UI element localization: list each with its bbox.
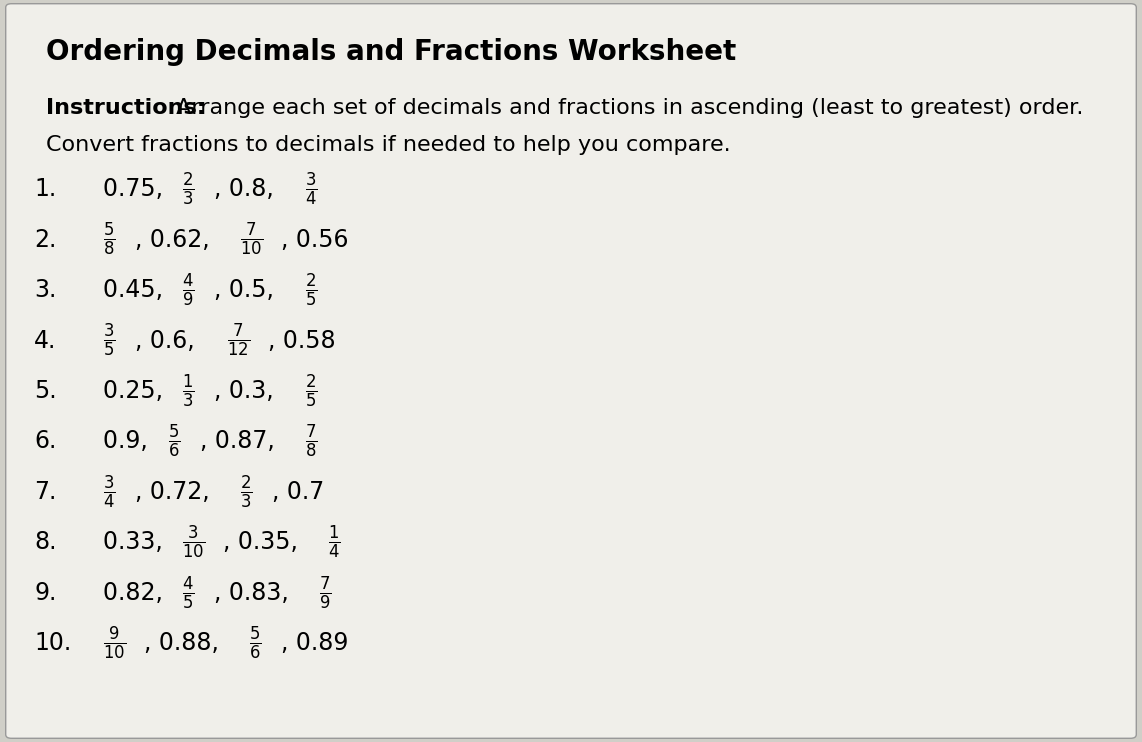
Text: $\frac{7}{10}$: $\frac{7}{10}$: [240, 221, 263, 258]
Text: $\frac{2}{5}$: $\frac{2}{5}$: [306, 372, 317, 410]
Text: , 0.8,: , 0.8,: [214, 177, 281, 201]
Text: , 0.83,: , 0.83,: [214, 581, 296, 605]
Text: 2.: 2.: [34, 228, 57, 252]
Text: $\frac{2}{5}$: $\frac{2}{5}$: [306, 272, 317, 309]
Text: , 0.56: , 0.56: [281, 228, 348, 252]
Text: $\frac{4}{9}$: $\frac{4}{9}$: [182, 272, 194, 309]
Text: $\frac{5}{6}$: $\frac{5}{6}$: [249, 625, 262, 662]
Text: , 0.89: , 0.89: [281, 631, 348, 655]
Text: 0.33,: 0.33,: [103, 531, 170, 554]
Text: , 0.72,: , 0.72,: [135, 480, 217, 504]
Text: $\frac{1}{3}$: $\frac{1}{3}$: [182, 372, 194, 410]
Text: $\frac{2}{3}$: $\frac{2}{3}$: [182, 171, 194, 208]
Text: $\frac{5}{8}$: $\frac{5}{8}$: [103, 221, 115, 258]
Text: 7.: 7.: [34, 480, 57, 504]
Text: 10.: 10.: [34, 631, 72, 655]
Text: $\frac{4}{5}$: $\frac{4}{5}$: [182, 574, 194, 611]
Text: 0.75,: 0.75,: [103, 177, 170, 201]
Text: , 0.87,: , 0.87,: [201, 430, 283, 453]
Text: $\frac{3}{10}$: $\frac{3}{10}$: [182, 524, 204, 561]
Text: $\frac{7}{12}$: $\frac{7}{12}$: [226, 322, 250, 359]
Text: 5.: 5.: [34, 379, 57, 403]
Text: , 0.35,: , 0.35,: [223, 531, 305, 554]
Text: 9.: 9.: [34, 581, 57, 605]
Text: $\frac{5}{6}$: $\frac{5}{6}$: [169, 423, 180, 460]
Text: Ordering Decimals and Fractions Worksheet: Ordering Decimals and Fractions Workshee…: [46, 38, 735, 66]
Text: Instructions:: Instructions:: [46, 98, 206, 117]
Text: 4.: 4.: [34, 329, 57, 352]
Text: $\frac{9}{10}$: $\frac{9}{10}$: [103, 625, 126, 662]
Text: $\frac{7}{8}$: $\frac{7}{8}$: [305, 423, 317, 460]
Text: , 0.3,: , 0.3,: [214, 379, 281, 403]
Text: 0.25,: 0.25,: [103, 379, 170, 403]
Text: , 0.62,: , 0.62,: [135, 228, 217, 252]
Text: Convert fractions to decimals if needed to help you compare.: Convert fractions to decimals if needed …: [46, 135, 730, 154]
Text: , 0.58: , 0.58: [268, 329, 336, 352]
Text: 0.9,: 0.9,: [103, 430, 155, 453]
Text: , 0.88,: , 0.88,: [144, 631, 226, 655]
Text: Arrange each set of decimals and fractions in ascending (least to greatest) orde: Arrange each set of decimals and fractio…: [169, 98, 1084, 117]
Text: $\frac{3}{4}$: $\frac{3}{4}$: [103, 473, 115, 510]
Text: $\frac{3}{5}$: $\frac{3}{5}$: [103, 322, 115, 359]
Text: , 0.6,: , 0.6,: [135, 329, 202, 352]
Text: 0.45,: 0.45,: [103, 278, 170, 302]
Text: 8.: 8.: [34, 531, 57, 554]
Text: 3.: 3.: [34, 278, 57, 302]
Text: $\frac{3}{4}$: $\frac{3}{4}$: [306, 171, 317, 208]
Text: 6.: 6.: [34, 430, 57, 453]
Text: , 0.7: , 0.7: [272, 480, 324, 504]
Text: 1.: 1.: [34, 177, 56, 201]
Text: $\frac{1}{4}$: $\frac{1}{4}$: [328, 524, 340, 561]
Text: 0.82,: 0.82,: [103, 581, 170, 605]
Text: $\frac{2}{3}$: $\frac{2}{3}$: [240, 473, 252, 510]
Text: , 0.5,: , 0.5,: [214, 278, 281, 302]
Text: $\frac{7}{9}$: $\frac{7}{9}$: [319, 574, 331, 611]
